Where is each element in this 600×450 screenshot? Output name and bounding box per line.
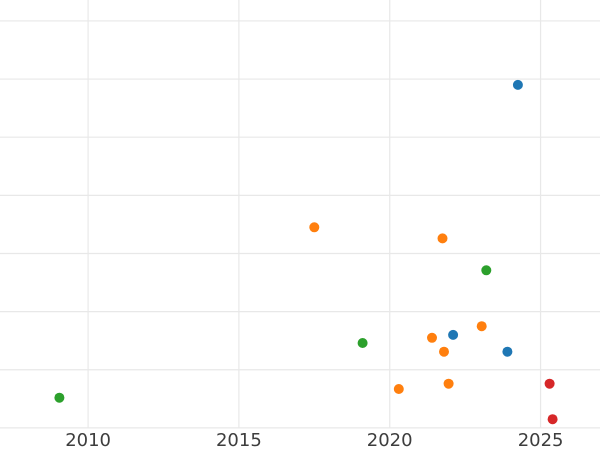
scatter-point-blue [502, 346, 513, 357]
scatter-point-orange [443, 378, 454, 389]
x-tick-label: 2015 [216, 430, 262, 450]
scatter-point-green [481, 265, 492, 276]
scatter-point-orange [309, 222, 320, 233]
scatter-point-red [544, 378, 555, 389]
scatter-point-orange [393, 384, 404, 394]
x-tick-label: 2020 [367, 430, 413, 450]
scatter-point-blue [512, 79, 523, 90]
scatter-point-blue [448, 329, 459, 340]
scatter-point-orange [439, 346, 449, 357]
scatter-point-green [54, 392, 65, 403]
scatter-point-orange [437, 233, 448, 244]
scatter-point-green [357, 338, 368, 348]
x-tick-label: 2025 [518, 430, 564, 450]
scatter-point-red [547, 414, 558, 425]
x-tick-label: 2010 [65, 430, 111, 450]
scatter-point-orange [476, 321, 487, 332]
scatter-point-orange [427, 332, 437, 343]
